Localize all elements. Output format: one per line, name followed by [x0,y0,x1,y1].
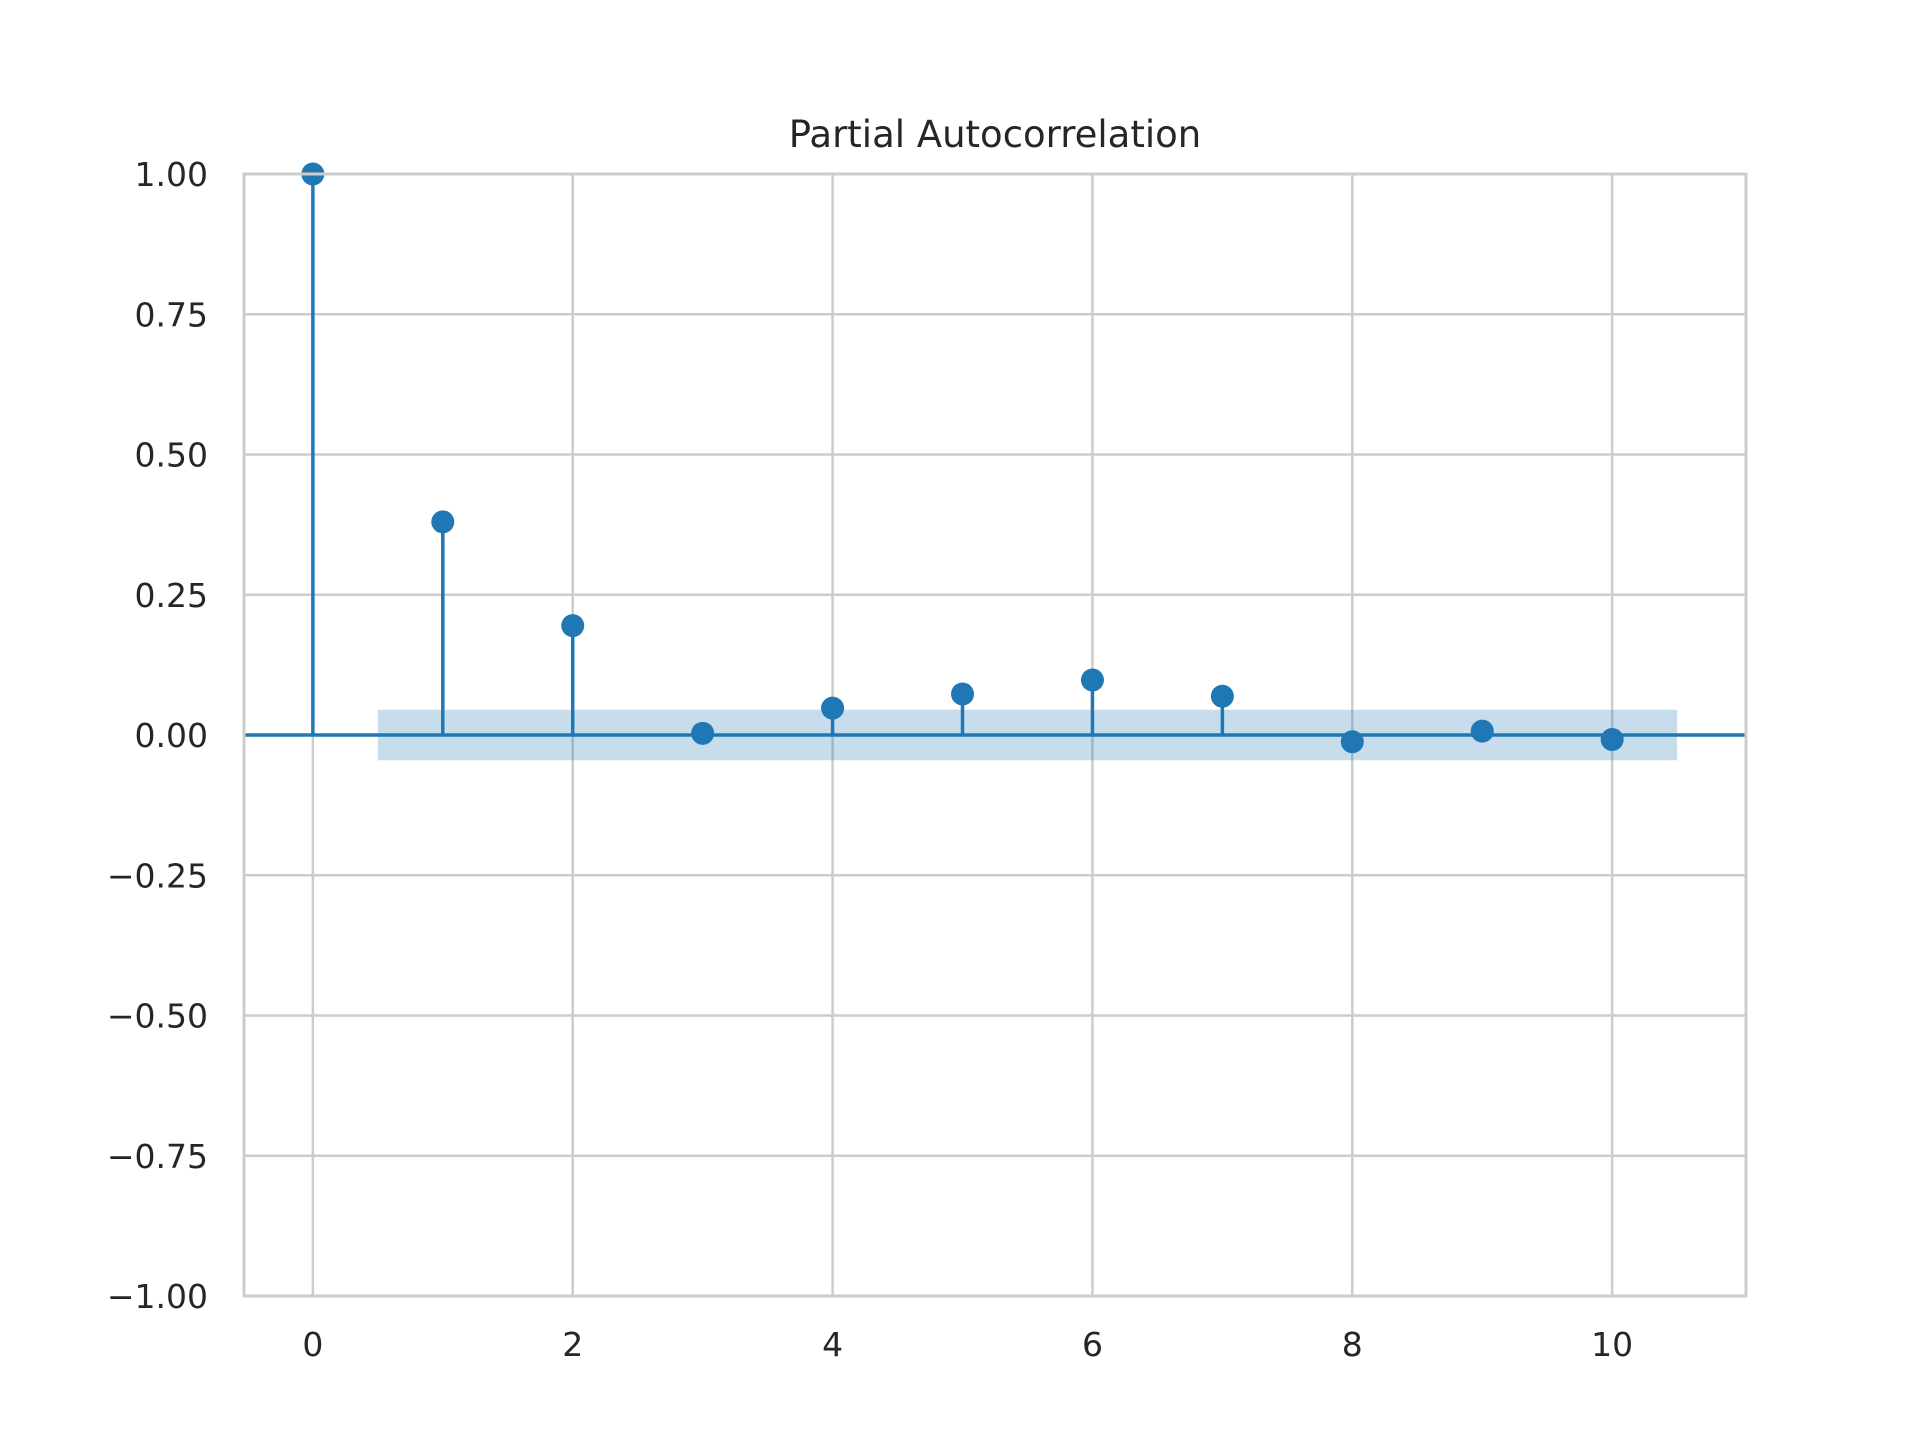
stem-layer [244,162,1746,754]
stem-marker [691,721,715,745]
plot-frame [242,172,1748,1298]
x-tick-label: 6 [1082,1325,1103,1364]
stem-marker [1600,727,1624,751]
y-tick-label: 0.75 [135,295,208,334]
stem-marker [1210,684,1234,708]
y-tick-label: −0.50 [107,997,208,1036]
x-tick-label: 2 [562,1325,583,1364]
y-tick-label: −0.25 [107,856,208,895]
stem-marker [1470,719,1494,743]
y-tick-label: 1.00 [135,155,208,194]
x-tick-label: 0 [302,1325,323,1364]
chart-title: Partial Autocorrelation [789,113,1201,156]
x-tick-label: 4 [822,1325,843,1364]
stem-marker [821,696,845,720]
x-tick-label: 8 [1342,1325,1363,1364]
stem-marker [1340,730,1364,754]
y-tick-label: 0.50 [135,436,208,475]
y-tick-label: 0.00 [135,716,208,755]
stem-marker [561,614,585,638]
y-tick-label: 0.25 [135,576,208,615]
stem-marker [951,682,975,706]
tick-label-layer: 0 2 4 6 8 10 −1.00 −0.75 −0.50 −0.25 0.00 0.25 0.50 0… [107,155,1633,1364]
y-tick-label: −0.75 [107,1137,208,1176]
stem-marker [1080,668,1104,692]
x-tick-label: 10 [1591,1325,1633,1364]
stem-marker [431,510,455,534]
y-tick-label: −1.00 [107,1277,208,1316]
frame-layer [242,172,1748,1298]
